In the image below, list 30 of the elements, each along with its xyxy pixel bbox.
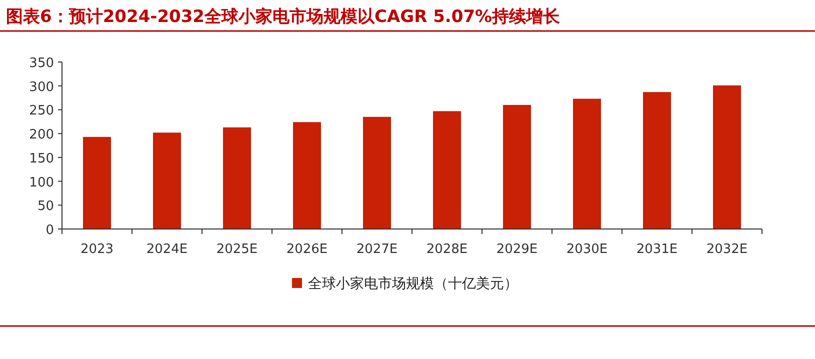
x-tick-label: 2032E — [706, 242, 748, 257]
x-tick-label: 2031E — [636, 242, 678, 257]
y-tick-label: 150 — [29, 151, 54, 166]
bar — [153, 132, 181, 229]
bar — [503, 104, 531, 229]
bar — [223, 127, 251, 229]
y-tick-label: 250 — [29, 104, 54, 119]
y-tick-label: 50 — [37, 199, 54, 214]
bar — [433, 111, 461, 229]
bar — [573, 98, 601, 229]
y-tick-label: 300 — [29, 80, 54, 95]
bar — [363, 116, 391, 229]
legend-label: 全球小家电市场规模（十亿美元） — [308, 276, 518, 292]
bar — [643, 92, 671, 229]
x-tick-label: 2030E — [566, 242, 608, 257]
y-tick-label: 350 — [29, 56, 54, 71]
x-tick-label: 2024E — [146, 242, 188, 257]
bar — [293, 122, 321, 229]
bar — [713, 85, 741, 229]
x-tick-label: 2025E — [216, 242, 258, 257]
x-tick-label: 2026E — [286, 242, 328, 257]
y-tick-label: 200 — [29, 128, 54, 143]
bar — [83, 136, 111, 229]
x-tick-label: 2028E — [426, 242, 468, 257]
x-tick-label: 2029E — [496, 242, 538, 257]
y-tick-label: 0 — [46, 223, 54, 238]
chart-title: 图表6：预计2024-2032全球小家电市场规模以CAGR 5.07%持续增长 — [6, 7, 562, 27]
x-tick-label: 2023 — [80, 242, 114, 257]
y-tick-label: 100 — [29, 175, 54, 190]
x-tick-label: 2027E — [356, 242, 398, 257]
